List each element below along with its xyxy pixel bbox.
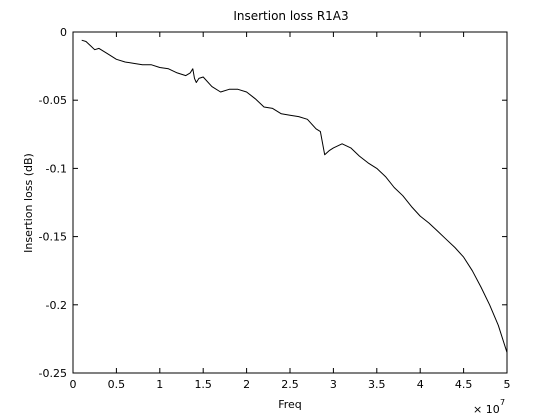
x-tick-label: 2.5 xyxy=(281,378,299,391)
x-axis-multiplier-exponent: 7 xyxy=(500,398,505,407)
y-tick-label: -0.25 xyxy=(39,367,67,380)
x-tick-label: 4.5 xyxy=(455,378,473,391)
x-tick-label: 3 xyxy=(330,378,337,391)
x-tick-label: 2 xyxy=(243,378,250,391)
series-layer xyxy=(81,39,508,353)
y-tick-label: 0 xyxy=(60,26,67,39)
chart-title: Insertion loss R1A3 xyxy=(233,9,348,23)
x-tick-label: 1 xyxy=(156,378,163,391)
y-tick-label: -0.05 xyxy=(39,94,67,107)
x-tick-label: 1.5 xyxy=(194,378,212,391)
x-tick-label: 0.5 xyxy=(108,378,126,391)
x-tick-label: 4 xyxy=(417,378,424,391)
plot-area: 0 0.5 1 1.5 2 2.5 3 3.5 4 4.5 5 0 -0.05 -0.1 -0.15 -0.… xyxy=(39,26,511,391)
x-tick-label: 5 xyxy=(504,378,511,391)
series-line xyxy=(81,39,508,353)
x-axis-label: Freq xyxy=(278,398,302,411)
y-tick-label: -0.2 xyxy=(46,299,67,312)
x-tick-label: 3.5 xyxy=(368,378,386,391)
x-tick-label: 0 xyxy=(70,378,77,391)
y-axis-ticks: 0 -0.05 -0.1 -0.15 -0.2 -0.25 xyxy=(39,26,507,380)
x-axis-multiplier: × 10 xyxy=(473,403,500,416)
x-axis-ticks: 0 0.5 1 1.5 2 2.5 3 3.5 4 4.5 5 xyxy=(70,32,511,391)
y-tick-label: -0.1 xyxy=(46,162,67,175)
y-axis-label: Insertion loss (dB) xyxy=(22,153,35,253)
y-tick-label: -0.15 xyxy=(39,231,67,244)
